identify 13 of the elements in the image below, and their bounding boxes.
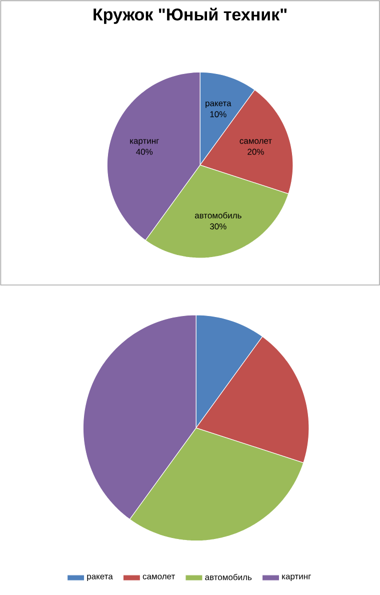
legend-label: автомобиль: [205, 574, 252, 580]
chart-title: Кружок "Юный техник": [94, 8, 286, 24]
slice-label: картинг: [130, 139, 159, 146]
legend-label: картинг: [282, 574, 311, 582]
slice-label: самолет: [240, 139, 272, 144]
data-label: 20%: [248, 148, 264, 155]
data-label: 40%: [136, 148, 153, 155]
data-label: 10%: [210, 111, 226, 118]
legend-label: самолет: [142, 574, 175, 580]
legend-label: ракета: [87, 574, 113, 582]
data-label: 30%: [210, 223, 226, 230]
slice-label: ракета: [206, 102, 232, 108]
slice-label: автомобиль: [194, 212, 242, 218]
